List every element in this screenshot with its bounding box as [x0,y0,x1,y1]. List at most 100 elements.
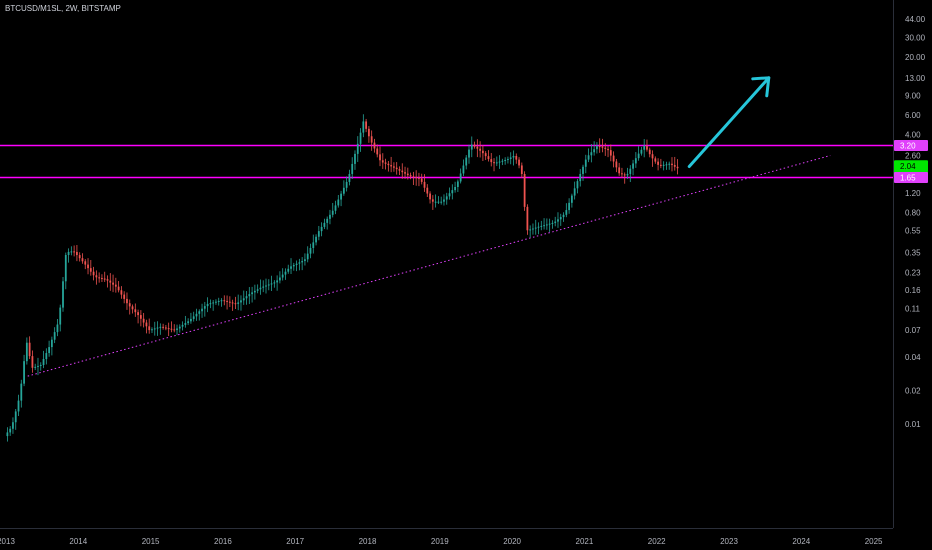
candle-body [479,148,482,151]
candle-body [431,199,434,202]
candle-body [226,300,228,302]
candle-body [78,255,81,259]
candle [354,150,356,170]
candle [404,166,406,179]
candle-body [640,149,643,154]
candle [309,243,312,259]
projection-arrow [687,76,771,169]
candle-body [6,432,9,437]
candle-body [203,306,206,309]
x-tick-label: 2018 [359,537,377,546]
candle [123,291,126,304]
candle [259,279,262,295]
candle-body [487,156,490,160]
candle [621,167,623,178]
candle-body [662,164,665,166]
candle [406,167,409,180]
candle-body [470,144,473,150]
candle-body [429,193,431,200]
candle [362,114,365,138]
candle-body [601,146,604,148]
candle [654,156,657,164]
candle [9,426,12,436]
candle-body [404,172,406,174]
candle [120,286,123,299]
candle [340,190,342,207]
candle [365,118,368,133]
x-tick-label: 2024 [792,537,810,546]
candle-body [126,298,128,304]
candle-body [618,167,621,174]
y-tick-label: 13.00 [905,74,926,83]
y-tick-label: 0.16 [905,286,921,295]
candle [629,165,632,183]
candle-body [615,161,618,168]
candle [276,275,279,291]
candle-body [206,303,209,307]
candle-body [543,225,545,227]
candle-body [509,157,512,159]
candle-body [384,162,387,164]
candle [659,158,662,169]
candle-body [123,294,126,299]
candle-body [273,282,276,284]
candle [359,128,362,152]
candle-body [315,236,317,243]
candle [245,290,248,305]
candle [495,156,498,167]
candle [159,323,162,335]
candle-body [309,248,312,254]
candle-body [490,159,493,163]
candle-body [532,228,534,230]
chart-title: BTCUSD/M1SL, 2W, BITSTAMP [5,4,121,13]
candle [596,142,598,154]
candle-body [643,145,646,150]
candle-body [317,231,320,237]
candle [512,150,515,166]
candle [262,280,265,293]
candle-body [292,265,295,267]
candle [142,312,145,328]
candle [37,357,39,376]
candle [668,161,671,170]
candle-body [337,199,340,206]
candle [215,299,217,305]
candle [201,303,203,318]
candle-body [373,142,376,149]
candle-body [195,313,198,317]
candle [518,157,520,169]
y-tick-label: 20.00 [905,53,926,62]
candle [637,146,640,161]
candle [465,155,468,170]
candle-body [418,177,420,179]
projection-arrow-head [751,76,771,98]
candle-body [201,308,203,312]
candle-body [284,271,287,275]
candle-body [334,205,337,211]
y-tick-label: 6.00 [905,111,921,120]
candle [206,297,209,313]
candle-body [632,163,634,169]
candle [612,151,615,168]
candle [626,167,629,179]
y-tick-label: 0.80 [905,208,921,217]
candle-body [590,152,593,156]
candle [228,296,231,308]
candle [67,248,70,263]
candle-body [484,153,487,157]
candle [281,268,284,281]
candle-body [534,227,537,229]
candle [134,303,137,317]
candle-body [323,222,326,227]
candle-body [17,400,20,412]
candle-body [473,144,476,147]
candle-body [153,328,156,330]
price-badge-upper-bg [894,140,928,152]
candle [507,156,509,164]
candle [14,408,17,430]
candle-body [120,290,123,295]
candle-body [518,159,520,166]
candle [387,160,390,172]
candle [579,169,582,187]
